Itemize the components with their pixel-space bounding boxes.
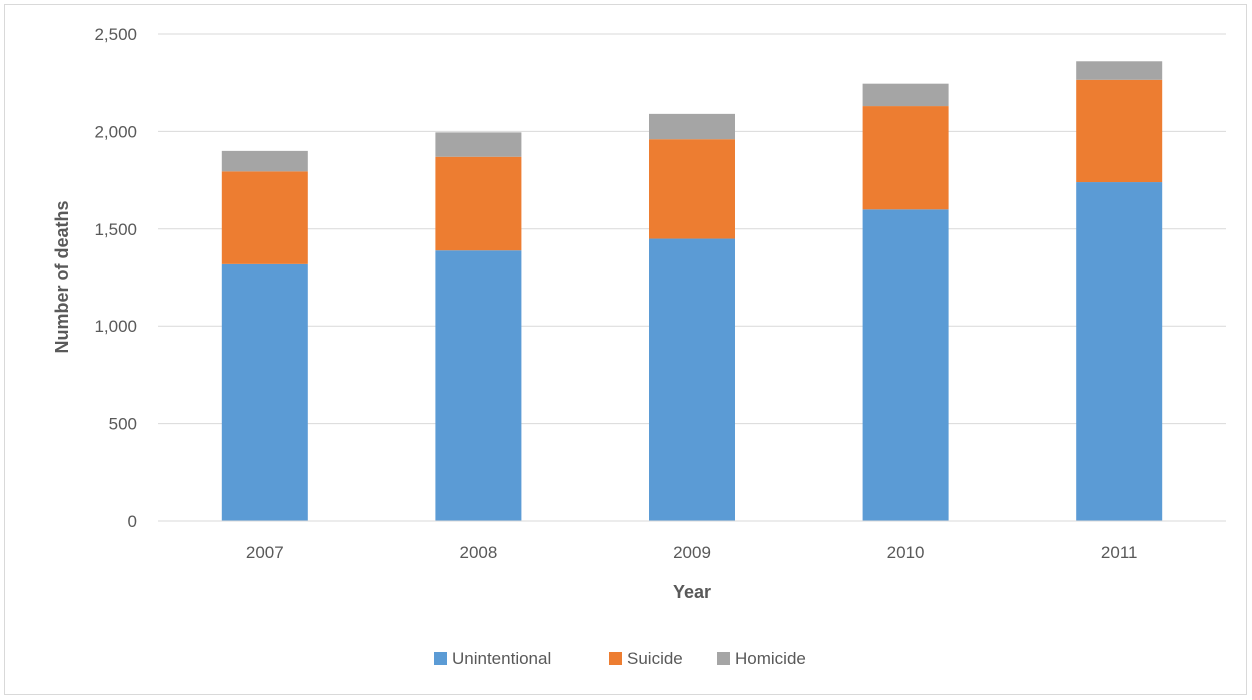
- bar-suicide-2009: [649, 139, 735, 239]
- y-axis-ticks: 0 500 1,000 1,500 2,000 2,500: [94, 25, 137, 531]
- x-tick-label: 2007: [246, 543, 284, 562]
- y-axis-title: Number of deaths: [52, 200, 72, 353]
- bars: [221, 61, 1163, 522]
- bar-homicide-2010: [862, 83, 949, 107]
- x-tick-label: 2011: [1101, 543, 1138, 562]
- y-tick-label: 1,500: [94, 220, 137, 239]
- y-tick-label: 0: [128, 512, 137, 531]
- legend-swatch-homicide: [717, 652, 730, 665]
- chart-frame: [4, 4, 1247, 695]
- legend-label-homicide: Homicide: [735, 649, 806, 668]
- legend-label-suicide: Suicide: [627, 649, 683, 668]
- legend-swatch-suicide: [609, 652, 622, 665]
- y-tick-label: 500: [109, 415, 137, 434]
- bar-homicide-2007: [221, 150, 308, 172]
- bar-homicide-2009: [649, 113, 735, 140]
- x-axis-title: Year: [673, 582, 711, 602]
- bar-suicide-2010: [862, 106, 949, 210]
- bar-unintentional-2009: [649, 238, 735, 522]
- bar-suicide-2008: [435, 156, 522, 251]
- bar-unintentional-2010: [862, 209, 949, 521]
- bar-suicide-2007: [221, 171, 308, 264]
- legend: Unintentional Suicide Homicide: [434, 649, 806, 668]
- bar-homicide-2011: [1076, 61, 1163, 80]
- x-tick-label: 2008: [459, 543, 497, 562]
- bar-unintentional-2007: [221, 263, 308, 521]
- bar-unintentional-2011: [1076, 182, 1163, 521]
- legend-label-unintentional: Unintentional: [452, 649, 551, 668]
- x-tick-label: 2009: [673, 543, 711, 562]
- bar-unintentional-2008: [435, 250, 522, 521]
- bar-homicide-2008: [435, 132, 522, 157]
- x-tick-label: 2010: [887, 543, 925, 562]
- legend-swatch-unintentional: [434, 652, 447, 665]
- x-axis-ticks: 2007 2008 2009 2010 2011: [246, 543, 1138, 562]
- y-tick-label: 2,000: [94, 122, 137, 141]
- y-tick-label: 1,000: [94, 317, 137, 336]
- y-tick-label: 2,500: [94, 25, 137, 44]
- bar-suicide-2011: [1076, 79, 1163, 183]
